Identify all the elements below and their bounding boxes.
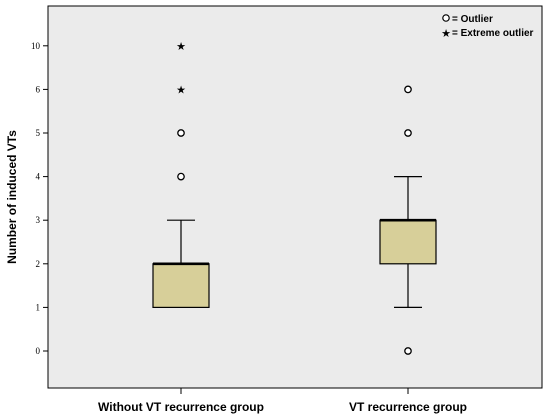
outlier-point: [177, 172, 185, 181]
legend-outlier-label: = Outlier: [452, 14, 493, 25]
box: [152, 263, 210, 308]
y-ticks: 0 1 2 3 4 5 6 10: [31, 41, 48, 356]
y-tick-label: 10: [31, 41, 41, 51]
legend: = Outlier ★ = Extreme outlier: [441, 14, 533, 40]
x-tick-label: VT recurrence group: [349, 400, 467, 414]
outlier-point: [177, 129, 185, 137]
legend-outlier-icon: [442, 14, 450, 22]
extreme-outlier-point: ★: [176, 40, 186, 53]
outlier-point: [404, 347, 412, 355]
legend-extreme-label: = Extreme outlier: [452, 28, 534, 39]
box-group: ★★: [152, 40, 210, 308]
y-tick-label: 6: [36, 84, 41, 94]
outlier-point: [404, 129, 412, 137]
y-tick-label: 3: [36, 215, 41, 225]
y-tick-label: 1: [36, 302, 41, 312]
outlier-point: [404, 85, 412, 94]
plot-area: [47, 5, 543, 389]
x-ticks: Without VT recurrence group VT recurrence…: [98, 388, 467, 414]
y-axis-title: Number of induced VTs: [5, 130, 19, 264]
legend-extreme-icon: ★: [441, 27, 451, 40]
y-tick-label: 5: [36, 128, 41, 138]
extreme-outlier-point: ★: [176, 83, 186, 96]
y-tick-label: 2: [36, 259, 41, 269]
box-group: [379, 85, 437, 355]
y-tick-label: 0: [36, 346, 41, 356]
x-tick-label: Without VT recurrence group: [98, 400, 264, 414]
boxes: ★★: [152, 40, 437, 355]
y-tick-label: 4: [36, 172, 41, 182]
box: [379, 219, 437, 265]
